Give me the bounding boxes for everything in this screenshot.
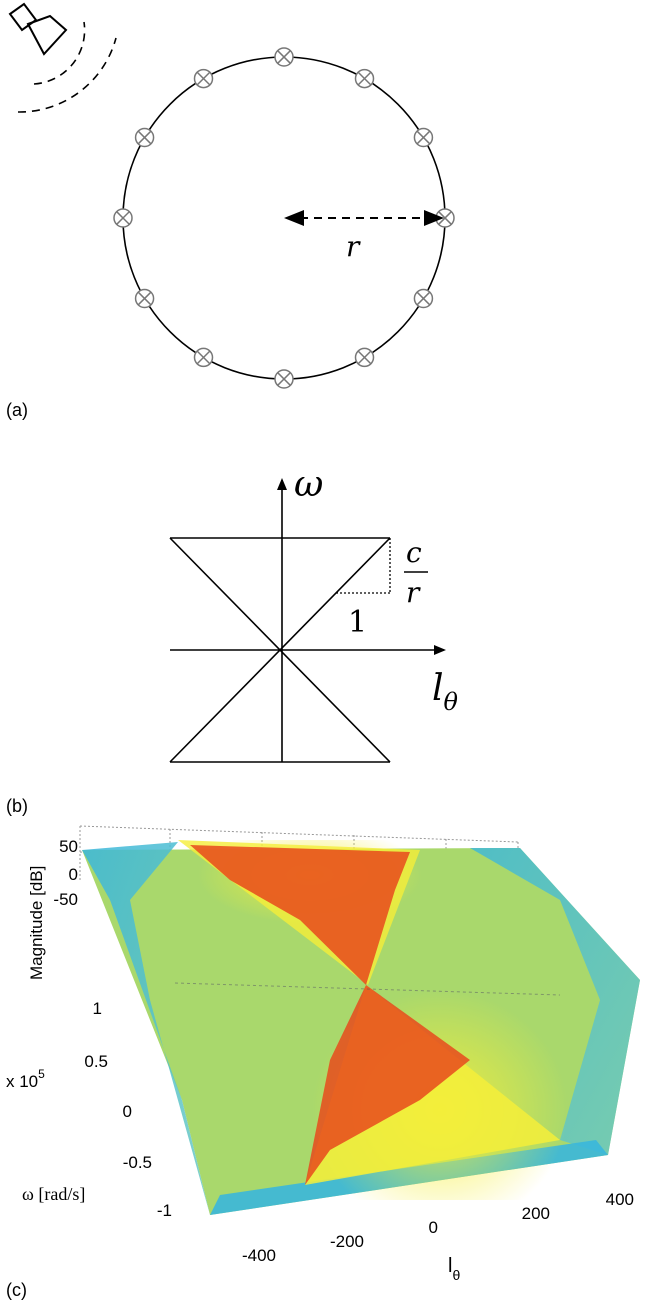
microphone-icon: [274, 47, 294, 67]
microphone-icon: [354, 347, 375, 368]
l-theta-symbol: lθ: [432, 668, 459, 716]
x-tick-labels: -400 -200 0 200 400: [242, 1190, 634, 1265]
ridge-top-peak: [190, 845, 410, 985]
x-tick-label: 400: [606, 1190, 634, 1209]
y-scale-factor: x 105: [6, 1067, 45, 1091]
run-label: 1: [348, 605, 367, 640]
omega-symbol: ω: [294, 464, 323, 505]
loudspeaker-icon: [8, 2, 68, 56]
slope-triangle: [336, 538, 391, 594]
radius-arrow: [284, 210, 444, 226]
ridge-line: [174, 982, 561, 996]
sound-wave-arcs: [17, 21, 117, 113]
x-axis-label: lθ: [448, 1255, 460, 1283]
support-cone: [169, 537, 391, 763]
panel-c-label: (c): [6, 1280, 27, 1300]
x-tick-label: -200: [330, 1232, 364, 1251]
panel-a-label: (a): [6, 400, 28, 420]
z-tick-label: 0: [69, 865, 78, 884]
ridge-bottom-peak: [305, 985, 470, 1185]
slope-denominator: r: [406, 576, 421, 609]
panel-b-diagram: ω c r 1 lθ: [169, 464, 459, 763]
y-tick-labels: 1 0.5 0 -0.5 -1: [84, 999, 172, 1220]
y-tick-label: 1: [93, 999, 102, 1018]
z-tick-labels: 50 0 -50: [53, 837, 78, 909]
panel-b-label: (b): [6, 796, 28, 816]
panel-a-diagram: r: [8, 2, 455, 389]
microphone-icon: [413, 288, 434, 309]
microphone-icon: [193, 68, 214, 89]
y-tick-label: -1: [157, 1201, 172, 1220]
microphone-icon: [113, 208, 133, 228]
z-tick-label: -50: [53, 890, 78, 909]
radius-symbol: r: [346, 230, 361, 263]
microphone-icon: [193, 347, 214, 368]
microphone-icon: [354, 68, 375, 89]
y-tick-label: 0: [123, 1102, 132, 1121]
microphone-icon: [134, 288, 155, 309]
z-axis-label: Magnitude [dB]: [27, 866, 46, 980]
microphone-icon: [134, 127, 155, 148]
y-tick-label: -0.5: [123, 1153, 152, 1172]
y-axis-label: ω [rad/s]: [22, 1184, 85, 1204]
microphone-icon: [413, 127, 434, 148]
z-tick-label: 50: [59, 837, 78, 856]
microphone-group: [113, 47, 455, 389]
y-tick-label: 0.5: [84, 1052, 108, 1071]
microphone-icon: [274, 369, 294, 389]
x-tick-label: 200: [522, 1204, 550, 1223]
slope-numerator: c: [406, 536, 422, 569]
x-tick-label: 0: [429, 1218, 438, 1237]
x-tick-label: -400: [242, 1246, 276, 1265]
